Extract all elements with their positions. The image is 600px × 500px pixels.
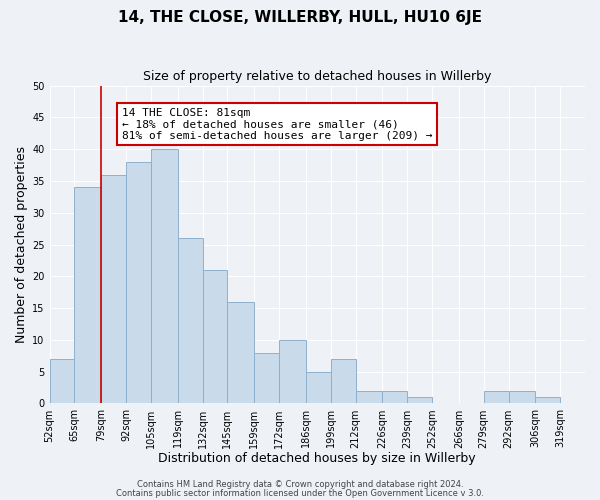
Bar: [535, 397, 560, 404]
Bar: [227, 302, 254, 404]
Bar: [356, 391, 382, 404]
Bar: [306, 372, 331, 404]
Text: Contains public sector information licensed under the Open Government Licence v : Contains public sector information licen…: [116, 489, 484, 498]
Bar: [407, 397, 432, 404]
Bar: [279, 340, 306, 404]
X-axis label: Distribution of detached houses by size in Willerby: Distribution of detached houses by size …: [158, 452, 476, 465]
Title: Size of property relative to detached houses in Willerby: Size of property relative to detached ho…: [143, 70, 491, 83]
Y-axis label: Number of detached properties: Number of detached properties: [15, 146, 28, 343]
Bar: [101, 174, 126, 404]
Bar: [74, 188, 101, 404]
Bar: [509, 391, 535, 404]
Text: 14 THE CLOSE: 81sqm
← 18% of detached houses are smaller (46)
81% of semi-detach: 14 THE CLOSE: 81sqm ← 18% of detached ho…: [122, 108, 433, 141]
Bar: [203, 270, 227, 404]
Text: Contains HM Land Registry data © Crown copyright and database right 2024.: Contains HM Land Registry data © Crown c…: [137, 480, 463, 489]
Bar: [484, 391, 509, 404]
Bar: [382, 391, 407, 404]
Bar: [126, 162, 151, 404]
Bar: [151, 149, 178, 404]
Text: 14, THE CLOSE, WILLERBY, HULL, HU10 6JE: 14, THE CLOSE, WILLERBY, HULL, HU10 6JE: [118, 10, 482, 25]
Bar: [178, 238, 203, 404]
Bar: [331, 359, 356, 404]
Bar: [254, 352, 279, 404]
Bar: [50, 359, 74, 404]
